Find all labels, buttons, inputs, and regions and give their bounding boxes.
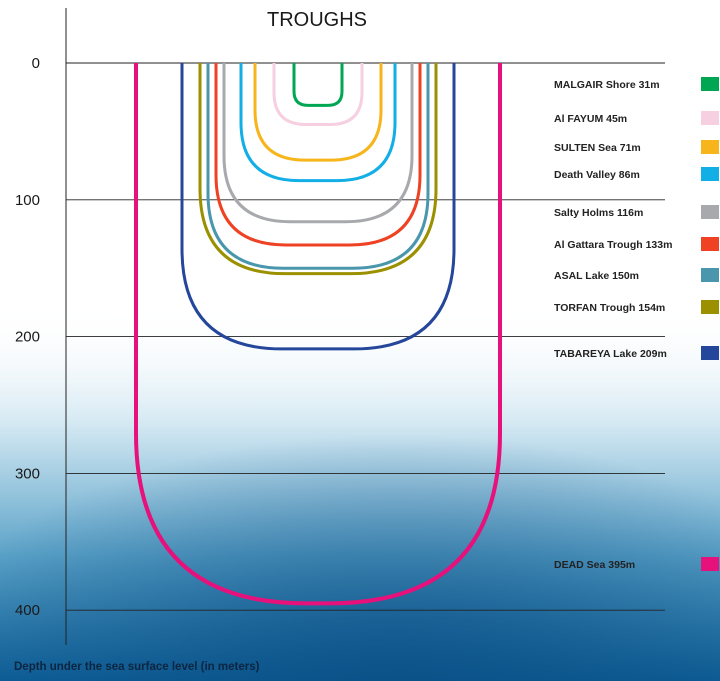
legend-swatch-2 — [701, 111, 719, 125]
trough-curve-8 — [198, 63, 438, 276]
trough-curve-1 — [292, 63, 344, 107]
legend-swatch-8 — [701, 300, 719, 314]
legend-label-1: MALGAIR Shore 31m — [554, 79, 660, 91]
legend-swatch-10 — [701, 557, 719, 571]
legend-label-6: Al Gattara Trough 133m — [554, 239, 672, 251]
trough-curve-10 — [134, 63, 502, 606]
y-tick-label: 300 — [15, 465, 40, 482]
legend-swatch-3 — [701, 140, 719, 154]
gridlines — [66, 62, 665, 611]
legend-swatch-1 — [701, 77, 719, 91]
y-tick-label: 100 — [15, 192, 40, 209]
legend-label-8: TORFAN Trough 154m — [554, 302, 665, 314]
y-tick-label: 0 — [32, 55, 40, 72]
trough-curve-2 — [272, 63, 364, 127]
legend-swatch-4 — [701, 167, 719, 181]
trough-curve-5 — [222, 63, 414, 224]
legend-swatch-7 — [701, 268, 719, 282]
legend-swatch-9 — [701, 346, 719, 360]
legend-label-7: ASAL Lake 150m — [554, 270, 639, 282]
chart-title: TROUGHS — [267, 9, 367, 31]
legend-label-2: Al FAYUM 45m — [554, 113, 627, 125]
trough-curve-3 — [253, 63, 383, 162]
legend: MALGAIR Shore 31m Al FAYUM 45m SULTEN Sea … — [554, 77, 719, 571]
legend-label-3: SULTEN Sea 71m — [554, 142, 641, 154]
sea-glow — [0, 300, 720, 681]
trough-curve-9 — [180, 63, 456, 351]
legend-label-5: Salty Holms 116m — [554, 207, 643, 219]
legend-label-4: Death Valley 86m — [554, 169, 640, 181]
y-tick-labels: 0 100 200 300 400 — [15, 55, 40, 619]
trough-curve-7 — [206, 63, 430, 270]
legend-swatch-5 — [701, 205, 719, 219]
legend-swatch-6 — [701, 237, 719, 251]
trough-curve-4 — [239, 63, 397, 183]
y-axis-label: Depth under the sea surface level (in me… — [14, 661, 260, 673]
trough-curve-6 — [214, 63, 422, 247]
y-tick-label: 400 — [15, 602, 40, 619]
y-tick-label: 200 — [15, 329, 40, 346]
trough-curves — [134, 63, 502, 606]
legend-label-10: DEAD Sea 395m — [554, 559, 635, 571]
legend-label-9: TABAREYA Lake 209m — [554, 348, 667, 360]
